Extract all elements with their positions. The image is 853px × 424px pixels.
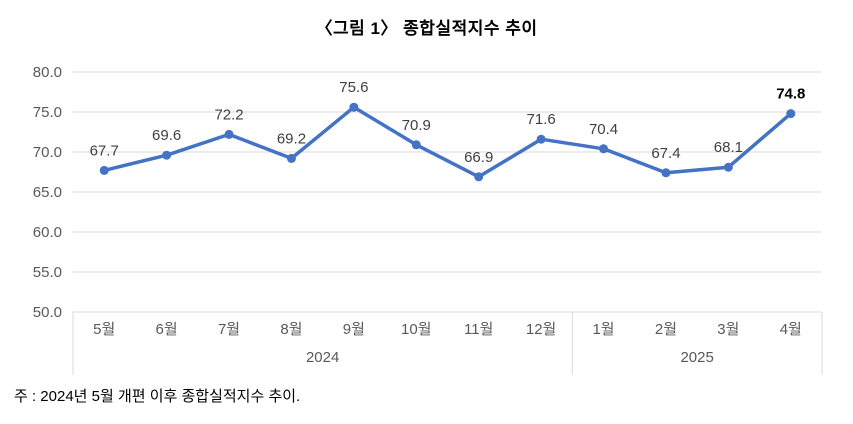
data-label: 67.4 — [651, 145, 680, 162]
y-axis-tick-label: 50.0 — [33, 304, 62, 321]
data-point — [224, 129, 234, 139]
data-point — [162, 150, 172, 160]
data-label: 70.9 — [402, 117, 431, 134]
data-label: 69.2 — [277, 130, 306, 147]
data-point — [536, 134, 546, 144]
month-label: 11월 — [464, 321, 493, 338]
line-chart: 80.0 75.0 70.0 65.0 60.0 55.0 50.0 5월 6월 7월 8월 9월 10… — [33, 64, 823, 375]
month-label: 6월 — [156, 321, 178, 338]
data-point — [723, 162, 733, 172]
data-point — [411, 140, 421, 150]
data-point — [786, 109, 796, 119]
y-axis-tick-label: 65.0 — [33, 184, 62, 201]
data-point — [99, 165, 109, 175]
trend-line — [102, 105, 793, 179]
month-label: 5월 — [93, 321, 115, 338]
month-label: 12월 — [526, 321, 557, 338]
data-point — [661, 168, 671, 178]
data-point — [349, 102, 359, 112]
year-label: 2025 — [680, 349, 713, 366]
data-label: 69.6 — [152, 127, 181, 144]
data-label: 67.7 — [90, 142, 119, 159]
month-label: 7월 — [218, 321, 240, 338]
y-axis-tick-label: 75.0 — [33, 104, 62, 121]
data-label: 68.1 — [714, 139, 743, 156]
data-point — [474, 172, 484, 182]
y-axis-tick-label: 70.0 — [33, 144, 62, 161]
month-label: 9월 — [343, 321, 365, 338]
y-axis-tick-label: 80.0 — [33, 64, 62, 81]
month-label: 10월 — [401, 321, 432, 338]
data-point — [599, 144, 609, 154]
data-point — [286, 153, 296, 163]
data-label: 70.4 — [589, 121, 618, 138]
data-label: 71.6 — [527, 111, 556, 128]
month-label: 2월 — [655, 321, 677, 338]
chart-title: 〈그림 1〉 종합실적지수 추이 — [315, 19, 538, 38]
footnote: 주 : 2024년 5월 개편 이후 종합실적지수 추이. — [14, 388, 301, 405]
month-label: 3월 — [717, 321, 739, 338]
data-label: 66.9 — [464, 149, 493, 166]
y-axis-tick-label: 60.0 — [33, 224, 62, 241]
month-label: 4월 — [780, 321, 802, 338]
month-label: 8월 — [280, 321, 302, 338]
month-label: 1월 — [592, 321, 614, 338]
y-axis-tick-label: 55.0 — [33, 264, 62, 281]
data-label: 72.2 — [214, 106, 243, 123]
data-label: 74.8 — [776, 86, 805, 103]
year-label: 2024 — [306, 349, 339, 366]
data-label: 75.6 — [339, 79, 368, 96]
